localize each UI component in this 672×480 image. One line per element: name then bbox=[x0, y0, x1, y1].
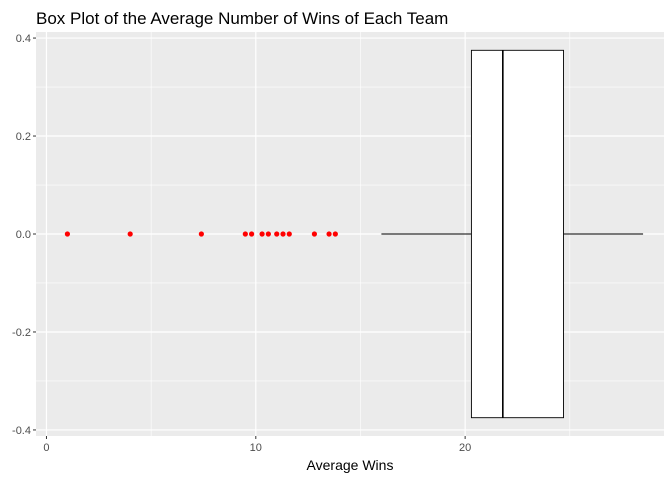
outlier-point bbox=[280, 231, 286, 237]
y-tick-label: -0.2 bbox=[12, 327, 31, 339]
x-tick-label: 20 bbox=[459, 442, 471, 454]
y-tick-label: 0.0 bbox=[16, 229, 31, 241]
y-tick-label: 0.2 bbox=[16, 131, 31, 143]
x-axis: 0 10 20 bbox=[43, 436, 471, 454]
box-layer bbox=[381, 49, 644, 419]
outlier-point bbox=[259, 231, 265, 237]
x-axis-title: Average Wins bbox=[307, 457, 394, 473]
chart-title: Box Plot of the Average Number of Wins o… bbox=[36, 9, 448, 28]
x-tick-label: 0 bbox=[43, 442, 49, 454]
x-tick-label: 10 bbox=[250, 442, 262, 454]
outlier-point bbox=[249, 231, 255, 237]
outlier-layer bbox=[64, 231, 338, 237]
outlier-point bbox=[326, 231, 332, 237]
outlier-point bbox=[311, 231, 318, 237]
y-tick-label: 0.4 bbox=[16, 33, 31, 45]
outlier-point bbox=[127, 231, 133, 237]
outlier-point bbox=[265, 231, 271, 237]
y-tick-label: -0.4 bbox=[12, 425, 31, 437]
outlier-point bbox=[332, 231, 338, 237]
outlier-point bbox=[198, 231, 204, 237]
outlier-point bbox=[242, 231, 248, 237]
outlier-point bbox=[64, 231, 70, 237]
box-iqr bbox=[470, 49, 564, 419]
outlier-point bbox=[274, 231, 280, 237]
outlier-point bbox=[286, 231, 292, 237]
y-axis: 0.4 0.2 0.0 -0.2 -0.4 bbox=[12, 33, 36, 437]
